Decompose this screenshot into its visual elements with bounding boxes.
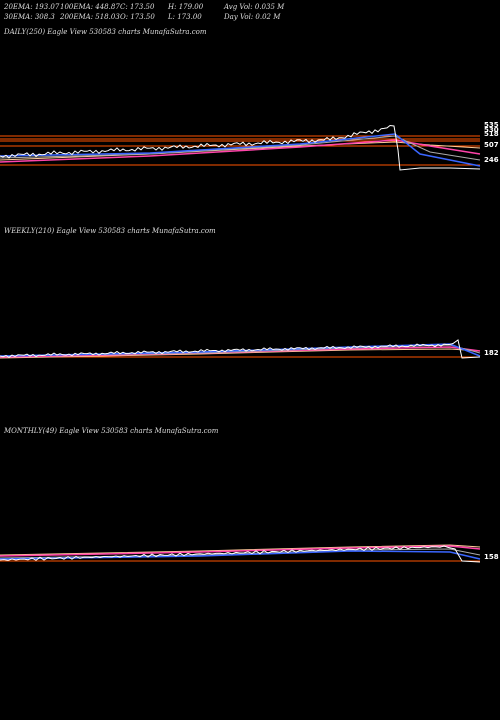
daily-price-label-518: 518 bbox=[484, 130, 499, 138]
daily-price-label-246: 246 bbox=[484, 156, 499, 164]
close-value: C: 173.50 bbox=[120, 3, 155, 11]
monthly-ema20-line bbox=[0, 550, 481, 560]
ema20-value: 20EMA: 193.07 bbox=[4, 3, 60, 11]
low-value: L: 173.00 bbox=[168, 13, 202, 21]
monthly-ema100-line bbox=[0, 545, 481, 557]
daily-price-label-507: 507 bbox=[484, 141, 499, 149]
daily-price-label-530: 530 bbox=[484, 126, 499, 134]
daily-ema100-line bbox=[0, 139, 481, 163]
day-volume-value: Day Vol: 0.02 M bbox=[224, 13, 281, 21]
monthly-chart-caption: MONTHLY(49) Eagle View 530583 charts Mun… bbox=[4, 427, 219, 435]
indicator-row-2: 30EMA: 308.3 200EMA: 518.03 O: 173.50 L:… bbox=[4, 12, 304, 22]
weekly-chart-caption: WEEKLY(210) Eagle View 530583 charts Mun… bbox=[4, 227, 216, 235]
avg-volume-value: Avg Vol: 0.035 M bbox=[224, 3, 285, 11]
daily-chart-caption: DAILY(250) Eagle View 530583 charts Muna… bbox=[4, 28, 207, 36]
monthly-price-line bbox=[0, 545, 481, 563]
weekly-price-line bbox=[0, 339, 481, 359]
daily-price-label-535: 535 bbox=[484, 121, 499, 129]
indicator-row-1: 20EMA: 193.07 100EMA: 448.87 C: 173.50 H… bbox=[4, 2, 304, 12]
daily-ema30-line bbox=[0, 135, 481, 161]
daily-ema20-line bbox=[0, 133, 481, 167]
ema100-value: 100EMA: 448.87 bbox=[60, 3, 120, 11]
ema30-value: 30EMA: 308.3 bbox=[4, 13, 55, 21]
high-value: H: 179.00 bbox=[168, 3, 204, 11]
open-value: O: 173.50 bbox=[120, 13, 155, 21]
ema200-value: 200EMA: 518.03 bbox=[60, 13, 120, 21]
indicator-header: 20EMA: 193.07 100EMA: 448.87 C: 173.50 H… bbox=[4, 2, 304, 22]
weekly-price-label: 182 bbox=[484, 349, 499, 357]
monthly-ema200-line bbox=[0, 544, 481, 556]
monthly-price-label: 158 bbox=[484, 553, 499, 561]
weekly-chart: 182 bbox=[0, 339, 499, 359]
monthly-chart: 158 bbox=[0, 544, 499, 563]
daily-price-line bbox=[0, 124, 481, 171]
